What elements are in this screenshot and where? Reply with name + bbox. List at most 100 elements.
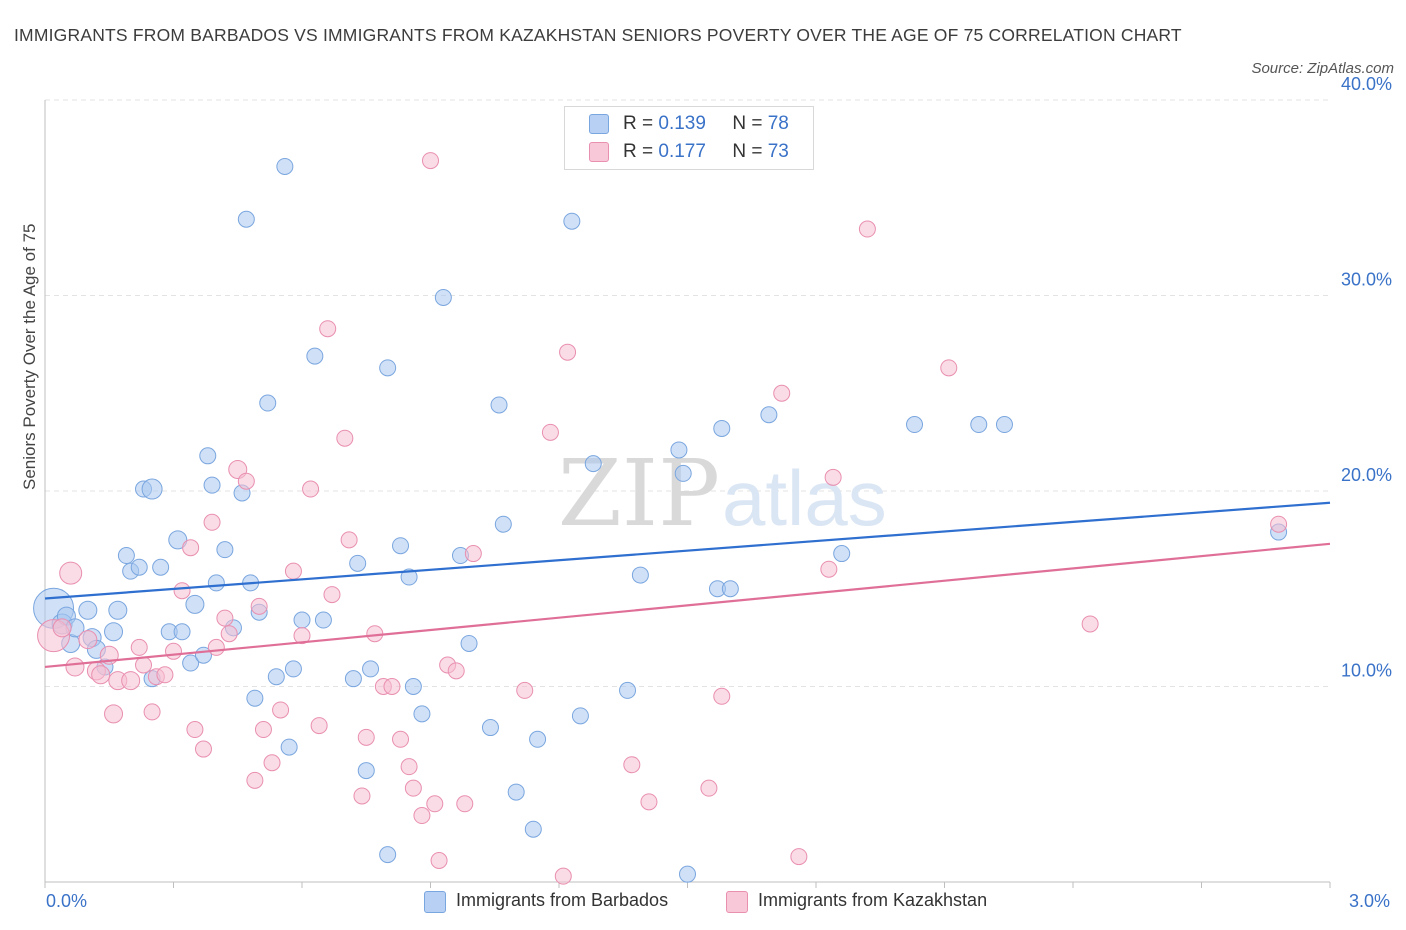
barbados-point [259,394,277,412]
kazakhstan-point [143,703,161,721]
kazakhstan-point [383,678,401,695]
kazakhstan-legend-swatch [726,891,748,913]
kazakhstan-point [194,740,212,758]
barbados-r-value: 0.139 [658,113,706,134]
barbados-point [104,622,124,642]
kazakhstan-point [302,480,320,498]
kazakhstan-point [464,545,482,563]
kazakhstan-point [422,152,439,170]
barbados-legend-label: Immigrants from Barbados [456,890,669,910]
barbados-point [108,600,128,620]
kazakhstan-point [824,468,842,486]
kazakhstan-point [220,625,238,643]
kazakhstan-swatch [589,142,609,162]
kazakhstan-point [182,539,200,557]
y-tick-label: 20.0% [1341,465,1392,485]
barbados-point [970,416,988,434]
barbados-point [349,554,367,572]
chart-title: IMMIGRANTS FROM BARBADOS VS IMMIGRANTS F… [14,25,1182,45]
kazakhstan-point [250,597,268,615]
kazakhstan-legend-label: Immigrants from Kazakhstan [758,890,988,910]
watermark-zip: ZIP [558,440,720,547]
barbados-point [362,660,380,678]
kazakhstan-point [323,586,341,604]
kazakhstan-n-label: N = [732,141,768,162]
series-kazakhstan-points [37,152,1288,885]
barbados-point [267,668,285,686]
barbados-point [404,678,422,695]
barbados-point [507,783,525,801]
barbados-point [760,406,778,424]
trend-lines [44,501,1331,669]
barbados-point [152,558,170,576]
barbados-point [117,547,135,565]
kazakhstan-point [336,429,354,447]
kazakhstan-point [263,754,281,772]
kazakhstan-point [340,531,358,549]
barbados-point [379,846,397,864]
kazakhstan-point [310,717,328,735]
barbados-point [276,157,294,175]
barbados-point [314,611,332,629]
kazakhstan-point [790,848,808,866]
barbados-point [203,476,221,494]
kazakhstan-point [284,562,302,580]
kazakhstan-point [559,343,577,361]
kazakhstan-point [623,756,641,774]
y-tick-label: 30.0% [1341,270,1392,290]
barbados-point [713,419,731,437]
kazakhstan-point [858,220,876,238]
kazakhstan-point [130,638,148,656]
kazakhstan-point [447,662,465,680]
kazakhstan-point [357,728,375,746]
kazakhstan-point [456,795,474,813]
barbados-point [494,515,512,533]
barbados-point [357,762,375,780]
kazakhstan-point [430,851,448,869]
barbados-point [379,359,397,377]
kazakhstan-point [516,681,534,699]
kazakhstan-point [400,758,418,776]
barbados-legend-swatch [424,891,446,913]
kazakhstan-point [254,721,272,739]
kazakhstan-point [404,779,422,797]
kazakhstan-trend-line [44,542,1331,669]
barbados-point [906,416,924,434]
kazakhstan-r-value: 0.177 [658,141,706,162]
kazakhstan-point [773,384,791,402]
barbados-point [306,347,324,365]
kazakhstan-point [207,638,225,656]
grid-lines [45,99,1330,687]
kazakhstan-point [156,666,174,684]
kazakhstan-r-label: R = [623,141,659,162]
kazakhstan-point [135,656,153,674]
kazakhstan-point [1081,615,1099,633]
barbados-point [392,537,410,555]
kazakhstan-point [640,793,658,811]
barbados-point [460,634,478,652]
barbados-point [524,820,542,838]
kazakhstan-point [186,721,204,739]
stats-legend: R = 0.139 N = 78 R = 0.177 N = 73 [564,106,814,170]
barbados-point [185,594,205,614]
kazakhstan-point [700,779,718,797]
barbados-point [679,865,696,883]
kazakhstan-point [78,630,98,650]
kazakhstan-point [52,618,72,638]
barbados-point [619,681,637,699]
barbados-point [284,660,302,678]
barbados-point [490,396,508,414]
kazakhstan-point [554,867,572,885]
watermark-atlas: atlas [722,454,887,542]
barbados-point [168,530,188,550]
barbados-point [584,455,602,473]
kazakhstan-point [319,320,337,338]
kazakhstan-n-value: 73 [767,141,789,162]
kazakhstan-point [216,609,234,627]
y-tick-label: 10.0% [1341,661,1392,681]
barbados-point [631,566,649,584]
barbados-point [237,210,255,228]
kazakhstan-point [426,795,444,813]
barbados-point [199,447,217,465]
